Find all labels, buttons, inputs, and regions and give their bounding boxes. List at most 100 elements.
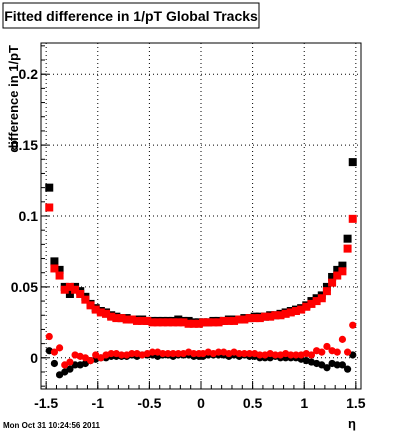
series-2-point [50,359,59,368]
series-3-point [338,335,347,343]
series-1-point [271,311,280,320]
series-2-point [323,364,331,372]
series-1-point [240,315,249,324]
series-3-point [159,349,167,358]
series-1-point [276,311,285,320]
series-0-point [55,265,64,274]
series-0-point [333,265,342,274]
series-1-point [174,318,183,327]
series-3-point [50,348,59,356]
x-tick-label: 1.5 [346,395,366,411]
series-3-point [349,321,357,329]
series-1-point [338,267,347,276]
title-box [2,2,260,29]
series-3-point [190,349,198,358]
series-3-point [287,351,295,359]
series-1-point [250,314,259,323]
series-3-point [214,348,223,356]
series-1-point [107,312,116,321]
series-1-point [45,203,54,212]
series-3-point [235,349,243,358]
y-axis-label: difference in 1/pT [6,45,21,153]
series-3-point [55,344,64,352]
series-1-point [148,318,157,327]
series-1-point [153,318,162,327]
series-1-point [214,318,223,327]
series-0-point [45,183,54,192]
series-3-point [323,342,331,351]
data-points [45,158,357,379]
series-1-point [302,302,311,311]
series-1-point [328,278,337,287]
series-3-point [164,349,172,358]
series-3-point [307,351,316,359]
y-axis: 0 0.05 0.1 0.15 0.2 [11,45,49,387]
series-1-point [60,285,69,294]
series-2-point [333,361,341,369]
series-1-point [255,314,264,323]
series-1-point [158,318,167,327]
series-0-point [65,289,74,298]
series-3-point [86,357,95,365]
series-1-point [91,305,100,314]
series-1-point [307,299,316,308]
series-1-point [209,318,218,327]
x-axis: -1.5 -1 -0.5 0 0.5 1 1.5 [34,381,366,411]
series-0-point [338,261,347,270]
series-0-point [348,158,357,167]
series-3-point [333,348,341,356]
x-tick-label: -0.5 [137,395,161,411]
series-3-point [66,358,74,366]
series-3-point [45,332,53,341]
series-1-point [122,315,131,324]
series-3-point [271,351,279,359]
series-3-point [343,348,352,356]
series-3-point [169,349,177,358]
series-3-point [107,349,115,358]
x-tick-label: 1 [300,395,308,411]
series-1-point [184,319,193,328]
series-1-point [143,316,152,325]
series-1-point [322,287,331,296]
series-2-point [343,365,352,373]
series-1-point [117,314,126,323]
series-2-point [66,365,74,373]
series-1-point [194,319,203,328]
series-3-point [174,349,182,358]
y-tick-label: 0.2 [19,66,39,82]
x-axis-label: η [348,416,356,431]
series-1-point [266,312,275,321]
series-1-point [333,271,342,280]
y-tick-label: 0 [30,350,38,366]
series-1-point [189,319,198,328]
series-0-point [343,234,352,243]
series-1-point [261,312,269,321]
y-tick-label: 0.1 [19,208,39,224]
series-1-point [86,301,95,310]
series-3-point [292,351,300,359]
series-1-point [81,295,90,304]
series-3-point [318,348,326,356]
series-0-point [328,272,337,281]
series-1-point [281,309,290,318]
series-1-point [291,307,300,316]
series-0-point [50,257,59,266]
timestamp: Mon Oct 31 10:24:56 2011 [3,421,100,430]
series-3-point [256,351,264,359]
x-tick-label: -1.5 [34,395,58,411]
series-3-point [128,349,136,358]
series-1-point [163,318,172,327]
series-1-point [245,314,254,323]
series-1-point [50,264,59,273]
series-3-point [148,348,157,356]
series-1-point [204,318,213,327]
series-1-point [348,214,357,223]
chart-title: Fitted difference in 1/pT Global Tracks [4,8,258,24]
y-tick-label: 0.05 [11,279,38,295]
x-tick-label: 0.5 [243,395,263,411]
series-3-point [117,351,126,359]
series-1-point [317,294,326,303]
series-0-point [322,282,331,291]
x-tick-label: 0 [197,395,205,411]
